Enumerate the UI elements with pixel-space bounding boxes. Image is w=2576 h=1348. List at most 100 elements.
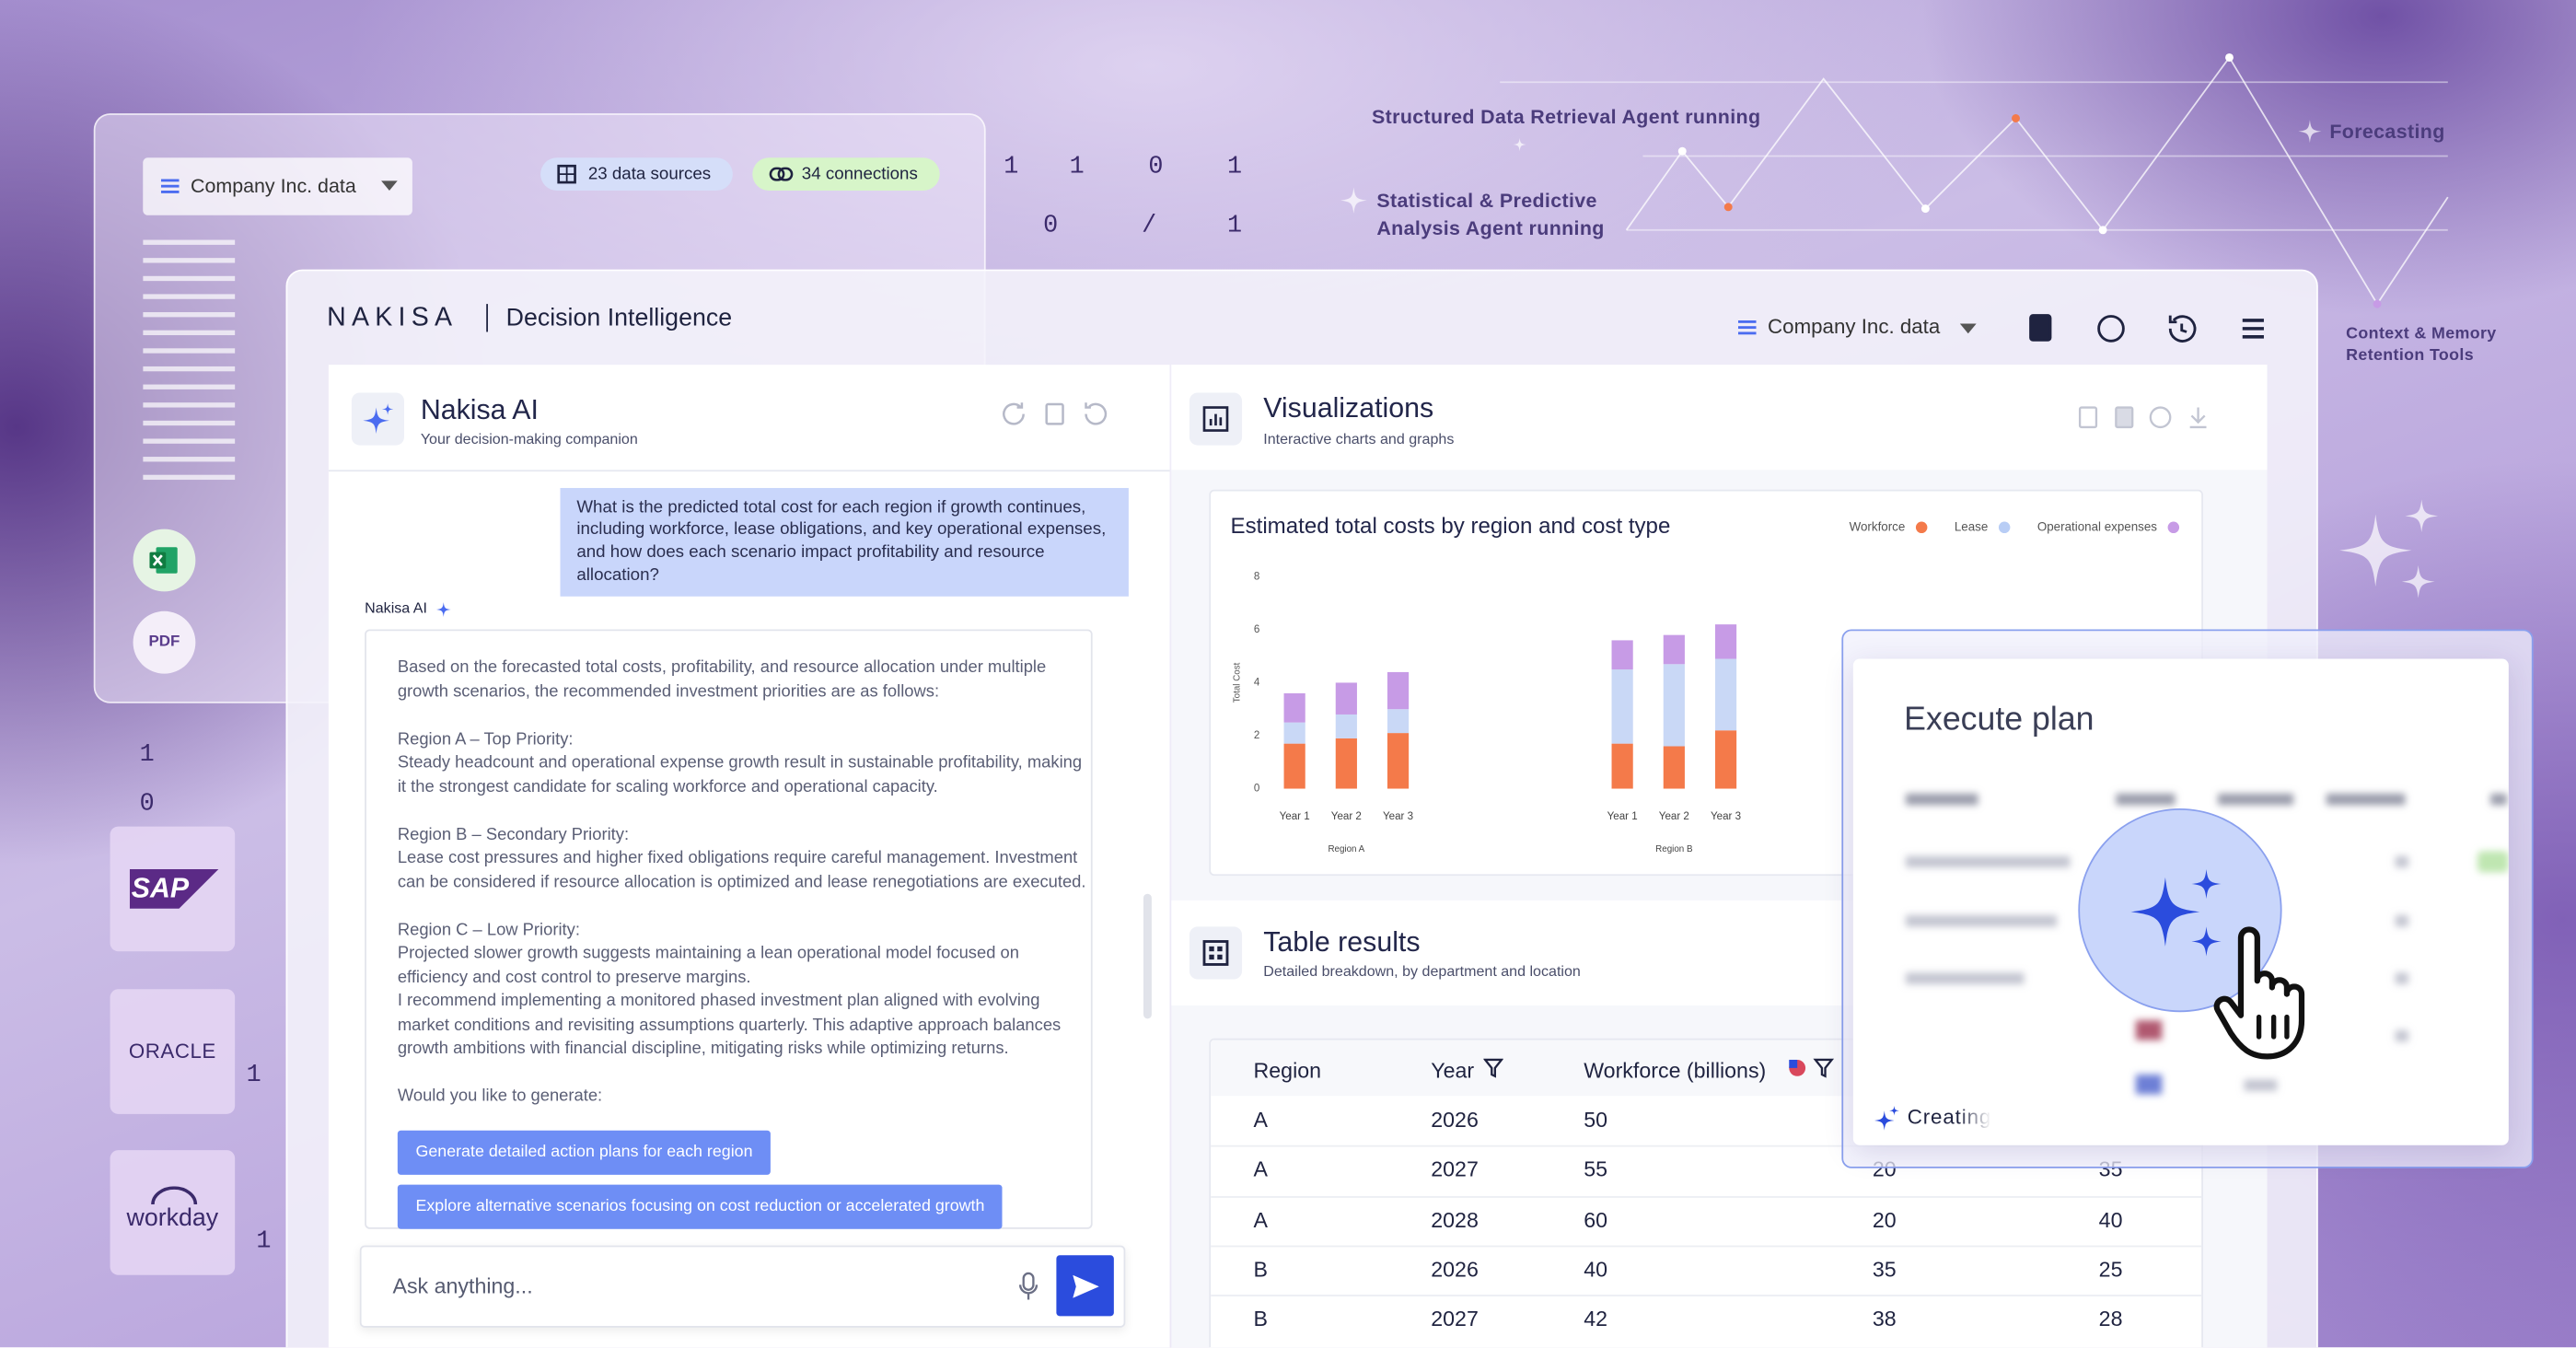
binary-digit: 0 — [1043, 212, 1059, 240]
sparkle-icon — [363, 403, 394, 435]
column-header: Region — [1253, 1058, 1322, 1083]
binary-digit: 1 — [1226, 152, 1243, 181]
grid-icon — [557, 164, 576, 184]
row-divider — [1211, 1245, 2202, 1248]
table-cell: 35 — [1872, 1256, 1897, 1282]
integration-name: ORACLE — [128, 1040, 216, 1063]
badge[interactable]: 34 connections — [752, 157, 940, 191]
sparkle — [2298, 120, 2322, 144]
path-shape — [1483, 1058, 1503, 1078]
doc-icon[interactable] — [1045, 402, 1064, 425]
binary-digit: 1 — [1004, 152, 1019, 181]
table-cell: 2026 — [1431, 1107, 1479, 1133]
download-icon[interactable] — [2189, 407, 2207, 429]
excel-file[interactable] — [133, 529, 196, 592]
chat-input[interactable]: Ask anything... — [359, 1245, 1126, 1328]
execute-plan-card: Execute plan Creating — [1852, 658, 2509, 1145]
path-shape — [1018, 1284, 1039, 1300]
bar-segment — [1283, 722, 1305, 744]
pdf-file[interactable]: PDF — [133, 610, 196, 674]
g-shape — [1905, 855, 2408, 1091]
answer-prompt: Would you like to generate: — [397, 1087, 603, 1106]
x-tick-label: Year 1 — [1607, 811, 1638, 822]
action-button[interactable]: Generate detailed action plans for each … — [397, 1130, 772, 1175]
bar-segment — [1387, 733, 1410, 789]
info-icon[interactable] — [2149, 406, 2172, 429]
excel-icon — [149, 547, 178, 574]
dataset-dropdown[interactable]: Company Inc. data — [143, 157, 412, 215]
assistant-icon — [351, 392, 404, 446]
agent-label: Statistical & Predictive Analysis Agent … — [1376, 189, 1605, 240]
rect-shape — [143, 258, 236, 263]
bar-segment — [1283, 692, 1305, 723]
y-tick-label: 4 — [1254, 677, 1260, 688]
table-cell: A — [1253, 1107, 1269, 1133]
integration-tile[interactable]: SAP — [110, 826, 236, 952]
binary-digit: 1 — [1226, 212, 1243, 240]
rect-shape — [769, 167, 785, 181]
binary-digit: / — [1142, 212, 1157, 240]
rect-shape — [2395, 855, 2408, 868]
table-cell: B — [1253, 1256, 1269, 1282]
dropdown-label: Company Inc. data — [1768, 315, 1941, 339]
refresh-icon[interactable] — [1003, 402, 1025, 425]
integration-tile[interactable]: workday — [110, 1150, 236, 1275]
g-shape — [2078, 406, 2207, 429]
bar-segment — [1611, 669, 1633, 744]
priority-heading: Region B – Secondary Priority: — [397, 825, 630, 844]
help-book-icon[interactable] — [2029, 314, 2052, 342]
legend-label: Workforce — [1850, 519, 1906, 533]
rect-shape — [1209, 954, 1214, 960]
menu-icon[interactable] — [2242, 319, 2264, 339]
sparkle — [2339, 514, 2412, 587]
g-shape — [143, 239, 236, 481]
rect-shape — [1202, 940, 1229, 966]
info-icon[interactable] — [2097, 315, 2125, 343]
bar-segment — [1335, 738, 1357, 789]
rect-shape — [2490, 793, 2508, 806]
panel-title: Table results — [1263, 926, 1421, 959]
placeholder-lines — [143, 239, 236, 481]
legend-dot — [1915, 521, 1928, 534]
rect-shape — [1905, 855, 2071, 868]
panel-title: Nakisa AI — [420, 394, 539, 426]
integration-tile[interactable]: ORACLE — [110, 989, 236, 1114]
table-cell: 60 — [1584, 1206, 1608, 1232]
send-button[interactable] — [1056, 1255, 1114, 1317]
history-icon[interactable] — [1085, 402, 1108, 425]
filter-icon[interactable] — [1787, 1058, 1837, 1078]
priority-heading: Region A – Top Priority: — [397, 730, 574, 749]
legend-label: Lease — [1955, 519, 1988, 533]
g-shape — [2029, 314, 2264, 343]
dataset-dropdown[interactable]: Company Inc. data — [1734, 310, 1980, 346]
badge-label: 23 data sources — [587, 164, 712, 184]
doc-icon[interactable] — [2078, 406, 2098, 429]
toolbar-icons — [2029, 314, 2264, 343]
history-icon[interactable] — [2168, 315, 2197, 343]
path-shape — [1813, 1058, 1835, 1078]
binary-digit: 0 — [139, 790, 155, 819]
legend-dot — [1998, 521, 2011, 534]
mic-icon[interactable] — [1018, 1272, 1039, 1301]
path-shape — [2256, 1014, 2290, 1040]
badge[interactable]: 23 data sources — [540, 157, 733, 191]
rect-shape — [143, 275, 236, 282]
workday-arc — [151, 1186, 198, 1205]
action-button[interactable]: Explore alternative scenarios focusing o… — [397, 1184, 1004, 1229]
rect-shape — [1905, 914, 2058, 927]
answer-intro: Based on the forecasted total costs, pro… — [397, 658, 1047, 702]
bar-segment — [1387, 671, 1410, 710]
binary-digit: 1 — [246, 1061, 261, 1090]
filter-icon[interactable] — [1483, 1058, 1503, 1078]
list-icon — [1737, 320, 1757, 335]
chart: Estimated total costs by region and cost… — [1231, 514, 2180, 854]
node — [1920, 204, 1930, 214]
copy-icon[interactable] — [2115, 406, 2134, 429]
rect-shape — [143, 474, 236, 481]
rect-shape — [2395, 914, 2408, 927]
rect-shape — [2395, 972, 2408, 984]
panel-subtitle: Detailed breakdown, by department and lo… — [1263, 962, 1581, 980]
table-cell: 40 — [2098, 1206, 2123, 1232]
